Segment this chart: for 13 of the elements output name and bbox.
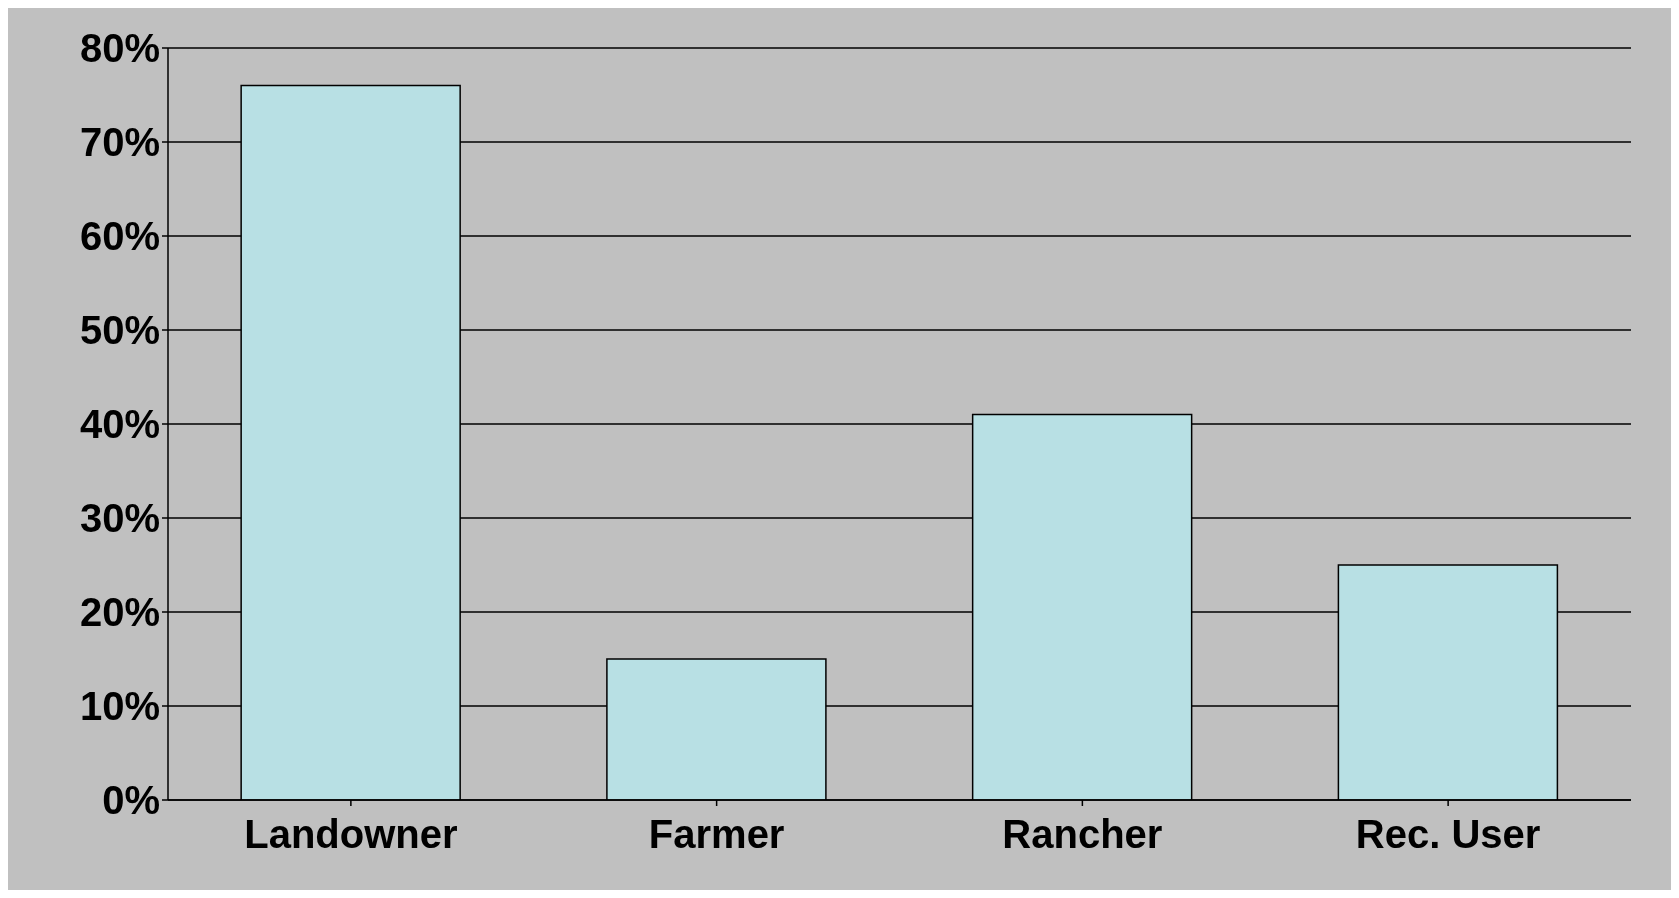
x-tick-label: Rec. User [1355, 812, 1541, 857]
x-tick-label: Landowner [244, 812, 458, 857]
y-tick-label: 60% [79, 214, 160, 259]
y-tick-label: 50% [79, 308, 160, 353]
y-tick-label: 10% [79, 684, 160, 729]
y-tick-label: 0% [102, 778, 160, 823]
y-tick-label: 70% [79, 120, 160, 165]
x-tick-label: Rancher [1002, 812, 1163, 857]
y-tick-label: 30% [79, 496, 160, 541]
y-tick-label: 40% [79, 402, 160, 447]
x-tick-label: Farmer [648, 812, 785, 857]
y-tick-label: 80% [79, 26, 160, 71]
y-tick-label: 20% [79, 590, 160, 635]
